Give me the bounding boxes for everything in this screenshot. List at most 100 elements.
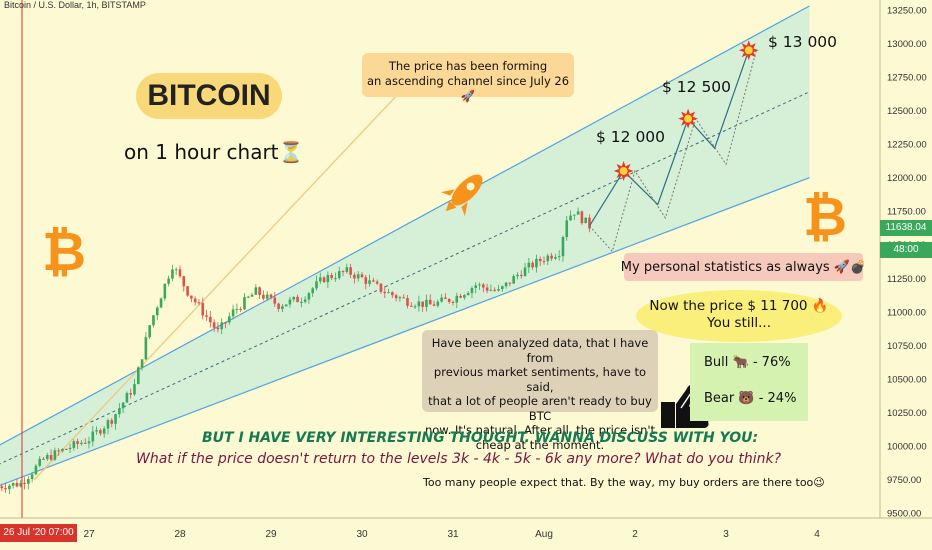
candle-body (83, 442, 87, 444)
candle-body (463, 295, 466, 298)
target-burst-icon (678, 108, 699, 129)
now-price-ellipse[interactable]: Now the price $ 11 700 🔥 You still... (636, 290, 842, 342)
candle-body (573, 214, 576, 216)
y-tick-label: 12750.00 (887, 73, 927, 84)
target-12500-label: $ 12 500 (662, 78, 732, 96)
candle-body (171, 269, 174, 279)
candle-body (466, 293, 470, 296)
x-tick-label: 3 (723, 529, 729, 540)
candle-body (95, 430, 98, 432)
y-tick-label: 13000.00 (887, 39, 927, 50)
candle-body (413, 306, 417, 308)
y-tick-label: 12250.00 (887, 140, 927, 151)
bitcoin-symbol-left-icon: ₿ (42, 220, 86, 283)
candle-body (220, 322, 224, 330)
candle-body (379, 283, 383, 292)
candle-body (201, 302, 205, 316)
candle-body (281, 306, 284, 309)
analysis-line1: Have been analyzed data, that I have fro… (431, 336, 649, 365)
bull-row: Bull 🐂 - 76% (704, 351, 808, 375)
candle-body (125, 393, 129, 403)
analysis-line2: previous market sentiments, have to said… (433, 365, 647, 394)
candle-body (398, 297, 402, 299)
candle-body (497, 289, 500, 291)
y-tick-label: 9750.00 (887, 475, 921, 486)
y-tick-label: 9500.00 (887, 509, 921, 520)
channel-mid-line (0, 91, 810, 465)
candle-body (269, 294, 273, 298)
candle-body (303, 299, 307, 302)
candle-body (538, 258, 542, 262)
target-burst-icon (613, 160, 634, 181)
analysis-note[interactable]: Have been analyzed data, that I have fro… (422, 330, 658, 452)
bear-row: Bear 🐻 - 24% (704, 387, 808, 411)
candle-body (504, 282, 508, 287)
bitcoin-label-pill: BITCOIN (136, 73, 282, 119)
candle-body (383, 291, 387, 294)
candle-body (345, 267, 349, 272)
analysis-line5: cheap at the moment. (475, 437, 605, 452)
candle-body (91, 431, 95, 442)
candle-body (353, 274, 356, 279)
now-price-line1: Now the price $ 11 700 🔥 (649, 298, 829, 314)
candle-body (76, 441, 79, 444)
bitcoin-label: BITCOIN (147, 79, 271, 112)
candle-body (250, 294, 254, 297)
statistics-box[interactable]: My personal statistics as always 🚀💣 (621, 253, 866, 281)
candle-body (428, 299, 432, 305)
candle-body (546, 255, 550, 262)
candle-body (193, 298, 197, 303)
candle-body (163, 283, 167, 299)
candle-body (557, 256, 561, 258)
candle-body (364, 277, 368, 284)
candle-body (318, 277, 322, 282)
candle-body (99, 430, 102, 434)
candle-body (57, 450, 60, 452)
candle-body (296, 296, 299, 303)
y-tick-label: 12500.00 (887, 106, 927, 117)
candle-body (402, 297, 406, 299)
candle-body (27, 479, 30, 484)
candle-body (580, 211, 584, 224)
sentiment-box[interactable]: Bull 🐂 - 76% Bear 🐻 - 24% (690, 343, 808, 421)
candle-body (311, 288, 315, 294)
candle-body (322, 277, 326, 283)
candle-body (235, 308, 239, 310)
candle-body (440, 297, 443, 302)
candle-body (205, 315, 208, 317)
channel-note[interactable]: The price has been forming an ascending … (362, 53, 574, 103)
candle-body (334, 278, 337, 280)
candle-body (409, 305, 413, 307)
y-tick-label: 10750.00 (887, 341, 927, 352)
candle-body (273, 297, 277, 304)
candle-body (356, 274, 360, 279)
candle-body (576, 211, 580, 215)
candle-body (368, 280, 371, 284)
candle-body (45, 454, 49, 459)
candle-body (34, 465, 38, 475)
candle-body (394, 295, 398, 299)
channel-note-line1: The price has been forming (388, 59, 548, 73)
candle-body (447, 298, 451, 302)
candle-body (68, 447, 72, 450)
candle-body (417, 301, 421, 307)
candle-body (129, 393, 133, 395)
candle-body (239, 308, 242, 310)
candle-body (451, 301, 455, 303)
candle-body (489, 289, 493, 291)
candle-body (485, 287, 489, 291)
candle-body (444, 297, 447, 299)
candle-body (512, 276, 515, 284)
candle-body (474, 285, 478, 289)
candle-body (292, 296, 296, 300)
candle-body (102, 428, 106, 434)
candle-body (140, 359, 144, 368)
candle-body (152, 315, 155, 326)
candle-body (254, 287, 258, 295)
candle-body (38, 458, 42, 466)
candle-body (337, 271, 341, 279)
candle-body (23, 482, 26, 484)
x-tick-label: Aug (535, 529, 553, 540)
